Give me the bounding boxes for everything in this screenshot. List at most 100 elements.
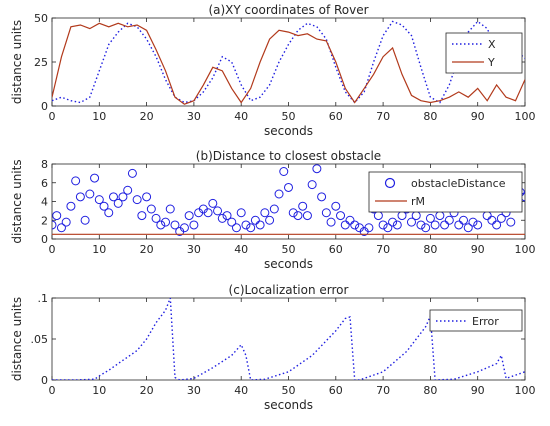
series-obstacledistance-point [241, 220, 251, 230]
series-obstacledistance-point [487, 215, 497, 225]
legend: Error [429, 309, 523, 332]
y-tick-label: 0 [41, 100, 48, 113]
series-obstacledistance-point [189, 220, 199, 230]
x-tick-label: 40 [234, 243, 248, 256]
legend: obstacleDistance rM [368, 171, 523, 213]
x-axis-label: seconds [264, 398, 313, 412]
series-obstacledistance-point [468, 217, 478, 227]
series-obstacledistance-point [454, 220, 464, 230]
series-obstacledistance-point [274, 189, 284, 199]
series-obstacledistance-point [222, 211, 232, 221]
series-obstacledistance-point [142, 192, 152, 202]
series-obstacledistance-point [440, 220, 450, 230]
chart-title: (c)Localization error [229, 283, 349, 297]
x-tick-label: 90 [471, 243, 485, 256]
series-obstacledistance-point [378, 220, 388, 230]
series-obstacledistance-point [113, 198, 123, 208]
chart-panel-1: (a)XY coordinates of Rover 0 10 20 30 40 50 60 7… [10, 3, 536, 138]
legend-y-label: Y [487, 56, 495, 69]
y-axis-label: distance units [10, 159, 24, 243]
series-obstacledistance-point [203, 208, 213, 218]
x-axis-label: seconds [264, 124, 313, 138]
legend-error-label: Error [472, 315, 499, 328]
series-obstacledistance-point [231, 223, 241, 233]
series-obstacledistance-point [151, 213, 161, 223]
series-obstacledistance-point [146, 204, 156, 214]
series-obstacledistance-point [56, 223, 66, 233]
legend-obstacledistance-marker [384, 177, 396, 189]
series-obstacledistance-point [265, 215, 275, 225]
series-obstacledistance-point [421, 223, 431, 233]
legend-box [445, 32, 523, 74]
series-obstacledistance-point [284, 182, 293, 192]
series-obstacledistance-point [326, 217, 336, 227]
chart-title: (a)XY coordinates of Rover [208, 3, 368, 17]
series-obstacledistance-point [312, 164, 322, 174]
x-tick-label: 10 [92, 110, 106, 123]
series-obstacledistance-point [388, 217, 398, 227]
x-tick-label: 50 [282, 384, 296, 397]
series-obstacledistance-point [425, 213, 435, 223]
series-obstacledistance-point [492, 220, 502, 230]
series-obstacledistance-point [435, 211, 445, 221]
series-obstacledistance-point [236, 208, 246, 218]
series-obstacledistance-point [373, 211, 383, 221]
series-obstacledistance-point [307, 180, 317, 190]
series-layer [52, 20, 525, 105]
x-tick-label: 70 [376, 110, 390, 123]
x-tick-label: 20 [140, 243, 154, 256]
series-error-line [52, 298, 525, 380]
legend-rm-label: rM [411, 195, 425, 208]
y-tick-label: 8 [41, 158, 48, 171]
x-tick-label: 80 [423, 243, 437, 256]
series-obstacledistance-point [52, 220, 57, 230]
series-obstacledistance-point [250, 215, 260, 225]
series-obstacledistance-point [444, 215, 454, 225]
y-tick-label: .1 [38, 292, 49, 305]
series-obstacledistance-point [392, 220, 402, 230]
series-obstacledistance-point [496, 213, 506, 223]
y-tick-label: 2 [41, 214, 48, 227]
x-tick-label: 0 [49, 384, 56, 397]
x-tick-label: 0 [49, 110, 56, 123]
series-obstacledistance-point [383, 223, 393, 233]
x-tick-label: 30 [187, 110, 201, 123]
series-obstacledistance-point [406, 217, 416, 227]
series-obstacledistance-point [66, 201, 76, 211]
y-tick-label: 6 [41, 177, 48, 190]
series-obstacledistance-point [260, 208, 270, 218]
series-obstacledistance-point [118, 192, 128, 202]
chart-panel-3: (c)Localization error 0 10 20 30 40 50 60 70 80 90… [10, 283, 536, 412]
series-obstacledistance-point [364, 223, 374, 233]
series-obstacledistance-point [411, 211, 421, 221]
series-obstacledistance-point [161, 217, 171, 227]
series-layer [52, 298, 525, 380]
x-tick-label: 60 [329, 243, 343, 256]
x-tick-label: 80 [423, 384, 437, 397]
x-tick-label: 60 [329, 110, 343, 123]
series-obstacledistance-point [298, 201, 308, 211]
series-obstacledistance-point [416, 220, 426, 230]
series-obstacledistance-point [85, 189, 95, 199]
series-obstacledistance-point [321, 208, 331, 218]
series-obstacledistance-point [345, 215, 355, 225]
series-obstacledistance-point [75, 192, 85, 202]
x-tick-label: 90 [471, 110, 485, 123]
series-obstacledistance-point [104, 208, 114, 218]
series-obstacledistance-point [213, 206, 223, 216]
series-obstacledistance-point [80, 215, 90, 225]
series-obstacledistance-point [482, 211, 492, 221]
legend-obstacledistance-label: obstacleDistance [411, 177, 506, 190]
series-obstacledistance-point [52, 211, 62, 221]
legend: XY [445, 32, 523, 74]
y-tick-label: 4 [41, 196, 48, 209]
y-tick-label: 50 [34, 12, 48, 25]
x-tick-label: 10 [92, 243, 106, 256]
y-tick-label: 0 [41, 374, 48, 387]
x-tick-label: 70 [376, 243, 390, 256]
x-tick-label: 10 [92, 384, 106, 397]
series-obstacledistance-point [302, 211, 312, 221]
legend-x-label: X [488, 38, 496, 51]
x-tick-label: 40 [234, 110, 248, 123]
